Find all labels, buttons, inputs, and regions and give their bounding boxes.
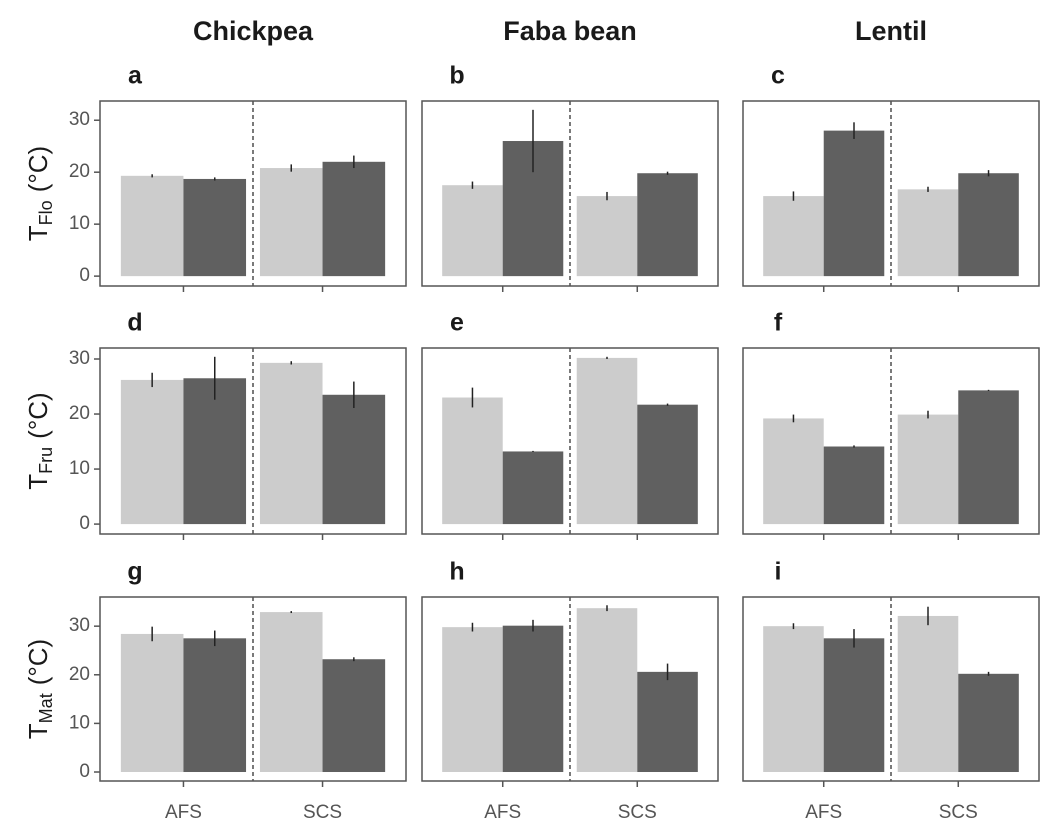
bar	[322, 394, 386, 525]
x-tick-label: SCS	[939, 802, 978, 823]
y-tick-label: 20	[69, 664, 90, 685]
bar	[763, 196, 824, 277]
bar	[120, 633, 184, 773]
y-tick-label: 0	[79, 513, 90, 534]
y-tick-label: 20	[69, 403, 90, 424]
panel-label: c	[771, 62, 785, 90]
panel-label: f	[774, 309, 783, 337]
bar	[637, 671, 698, 773]
label-main: T	[23, 474, 53, 490]
y-axis-label: TFru (°C)	[23, 392, 56, 489]
panel-label: i	[775, 558, 782, 586]
y-tick-label: 30	[69, 615, 90, 636]
bar	[259, 612, 323, 773]
bar	[958, 673, 1019, 773]
bar	[763, 626, 824, 773]
column-title: Lentil	[855, 16, 927, 46]
panel-label: d	[127, 309, 142, 337]
x-tick-label: AFS	[484, 802, 521, 823]
bar	[442, 185, 503, 277]
panel-frame	[742, 347, 1040, 535]
bar	[958, 173, 1019, 277]
bar	[183, 178, 247, 277]
label-subscript: Flo	[36, 200, 56, 225]
x-tick-label: SCS	[303, 802, 342, 823]
label-unit: (°C)	[23, 639, 53, 686]
y-tick-label: 10	[69, 712, 90, 733]
bar	[183, 638, 247, 773]
y-tick-label: 10	[69, 213, 90, 234]
panel-frame	[99, 596, 407, 782]
x-tick-label: AFS	[805, 802, 842, 823]
y-tick-label: 0	[79, 761, 90, 782]
bar	[823, 638, 885, 773]
label-main: T	[23, 723, 53, 739]
panel-frame	[742, 100, 1040, 287]
x-tick-label: SCS	[618, 802, 657, 823]
panel-label: a	[128, 62, 143, 90]
bar	[502, 625, 564, 773]
panel-label: g	[127, 558, 142, 586]
y-tick-label: 20	[69, 161, 90, 182]
bar	[637, 173, 698, 277]
bar	[958, 390, 1019, 525]
bar	[823, 130, 885, 277]
bar	[322, 659, 386, 773]
y-tick-label: 0	[79, 265, 90, 286]
y-tick-label: 30	[69, 348, 90, 369]
bar	[442, 397, 503, 525]
bar	[897, 414, 959, 525]
label-subscript: Mat	[36, 693, 56, 723]
label-unit: (°C)	[23, 146, 53, 193]
y-tick-label: 30	[69, 109, 90, 130]
bar	[120, 175, 184, 277]
label-unit: (°C)	[23, 392, 53, 439]
panel-frame	[99, 347, 407, 535]
bar	[259, 362, 323, 525]
panel-label: b	[449, 62, 464, 90]
bar	[823, 446, 885, 525]
bar	[442, 627, 503, 773]
bar	[576, 196, 638, 277]
label-main: T	[23, 225, 53, 241]
y-axis-label: TMat (°C)	[23, 639, 56, 739]
panel-frame	[742, 596, 1040, 782]
bar	[183, 378, 247, 525]
label-subscript: Fru	[36, 447, 56, 474]
bar	[897, 615, 959, 773]
bar	[120, 379, 184, 525]
y-axis-label: TFlo (°C)	[23, 146, 56, 241]
bar	[637, 404, 698, 525]
bar	[502, 451, 564, 525]
panel-frame	[421, 100, 719, 287]
y-tick-label: 10	[69, 458, 90, 479]
bar	[576, 357, 638, 525]
panel-label: h	[449, 558, 464, 586]
bar	[322, 161, 386, 277]
panel-frame	[421, 596, 719, 782]
bar	[259, 168, 323, 277]
bar	[897, 189, 959, 277]
panel-frame	[99, 100, 407, 287]
x-tick-label: AFS	[165, 802, 202, 823]
panel-label: e	[450, 309, 464, 337]
column-title: Faba bean	[503, 16, 637, 46]
bar	[576, 608, 638, 773]
column-title: Chickpea	[193, 16, 314, 46]
panel-frame	[421, 347, 719, 535]
bar	[763, 418, 824, 525]
